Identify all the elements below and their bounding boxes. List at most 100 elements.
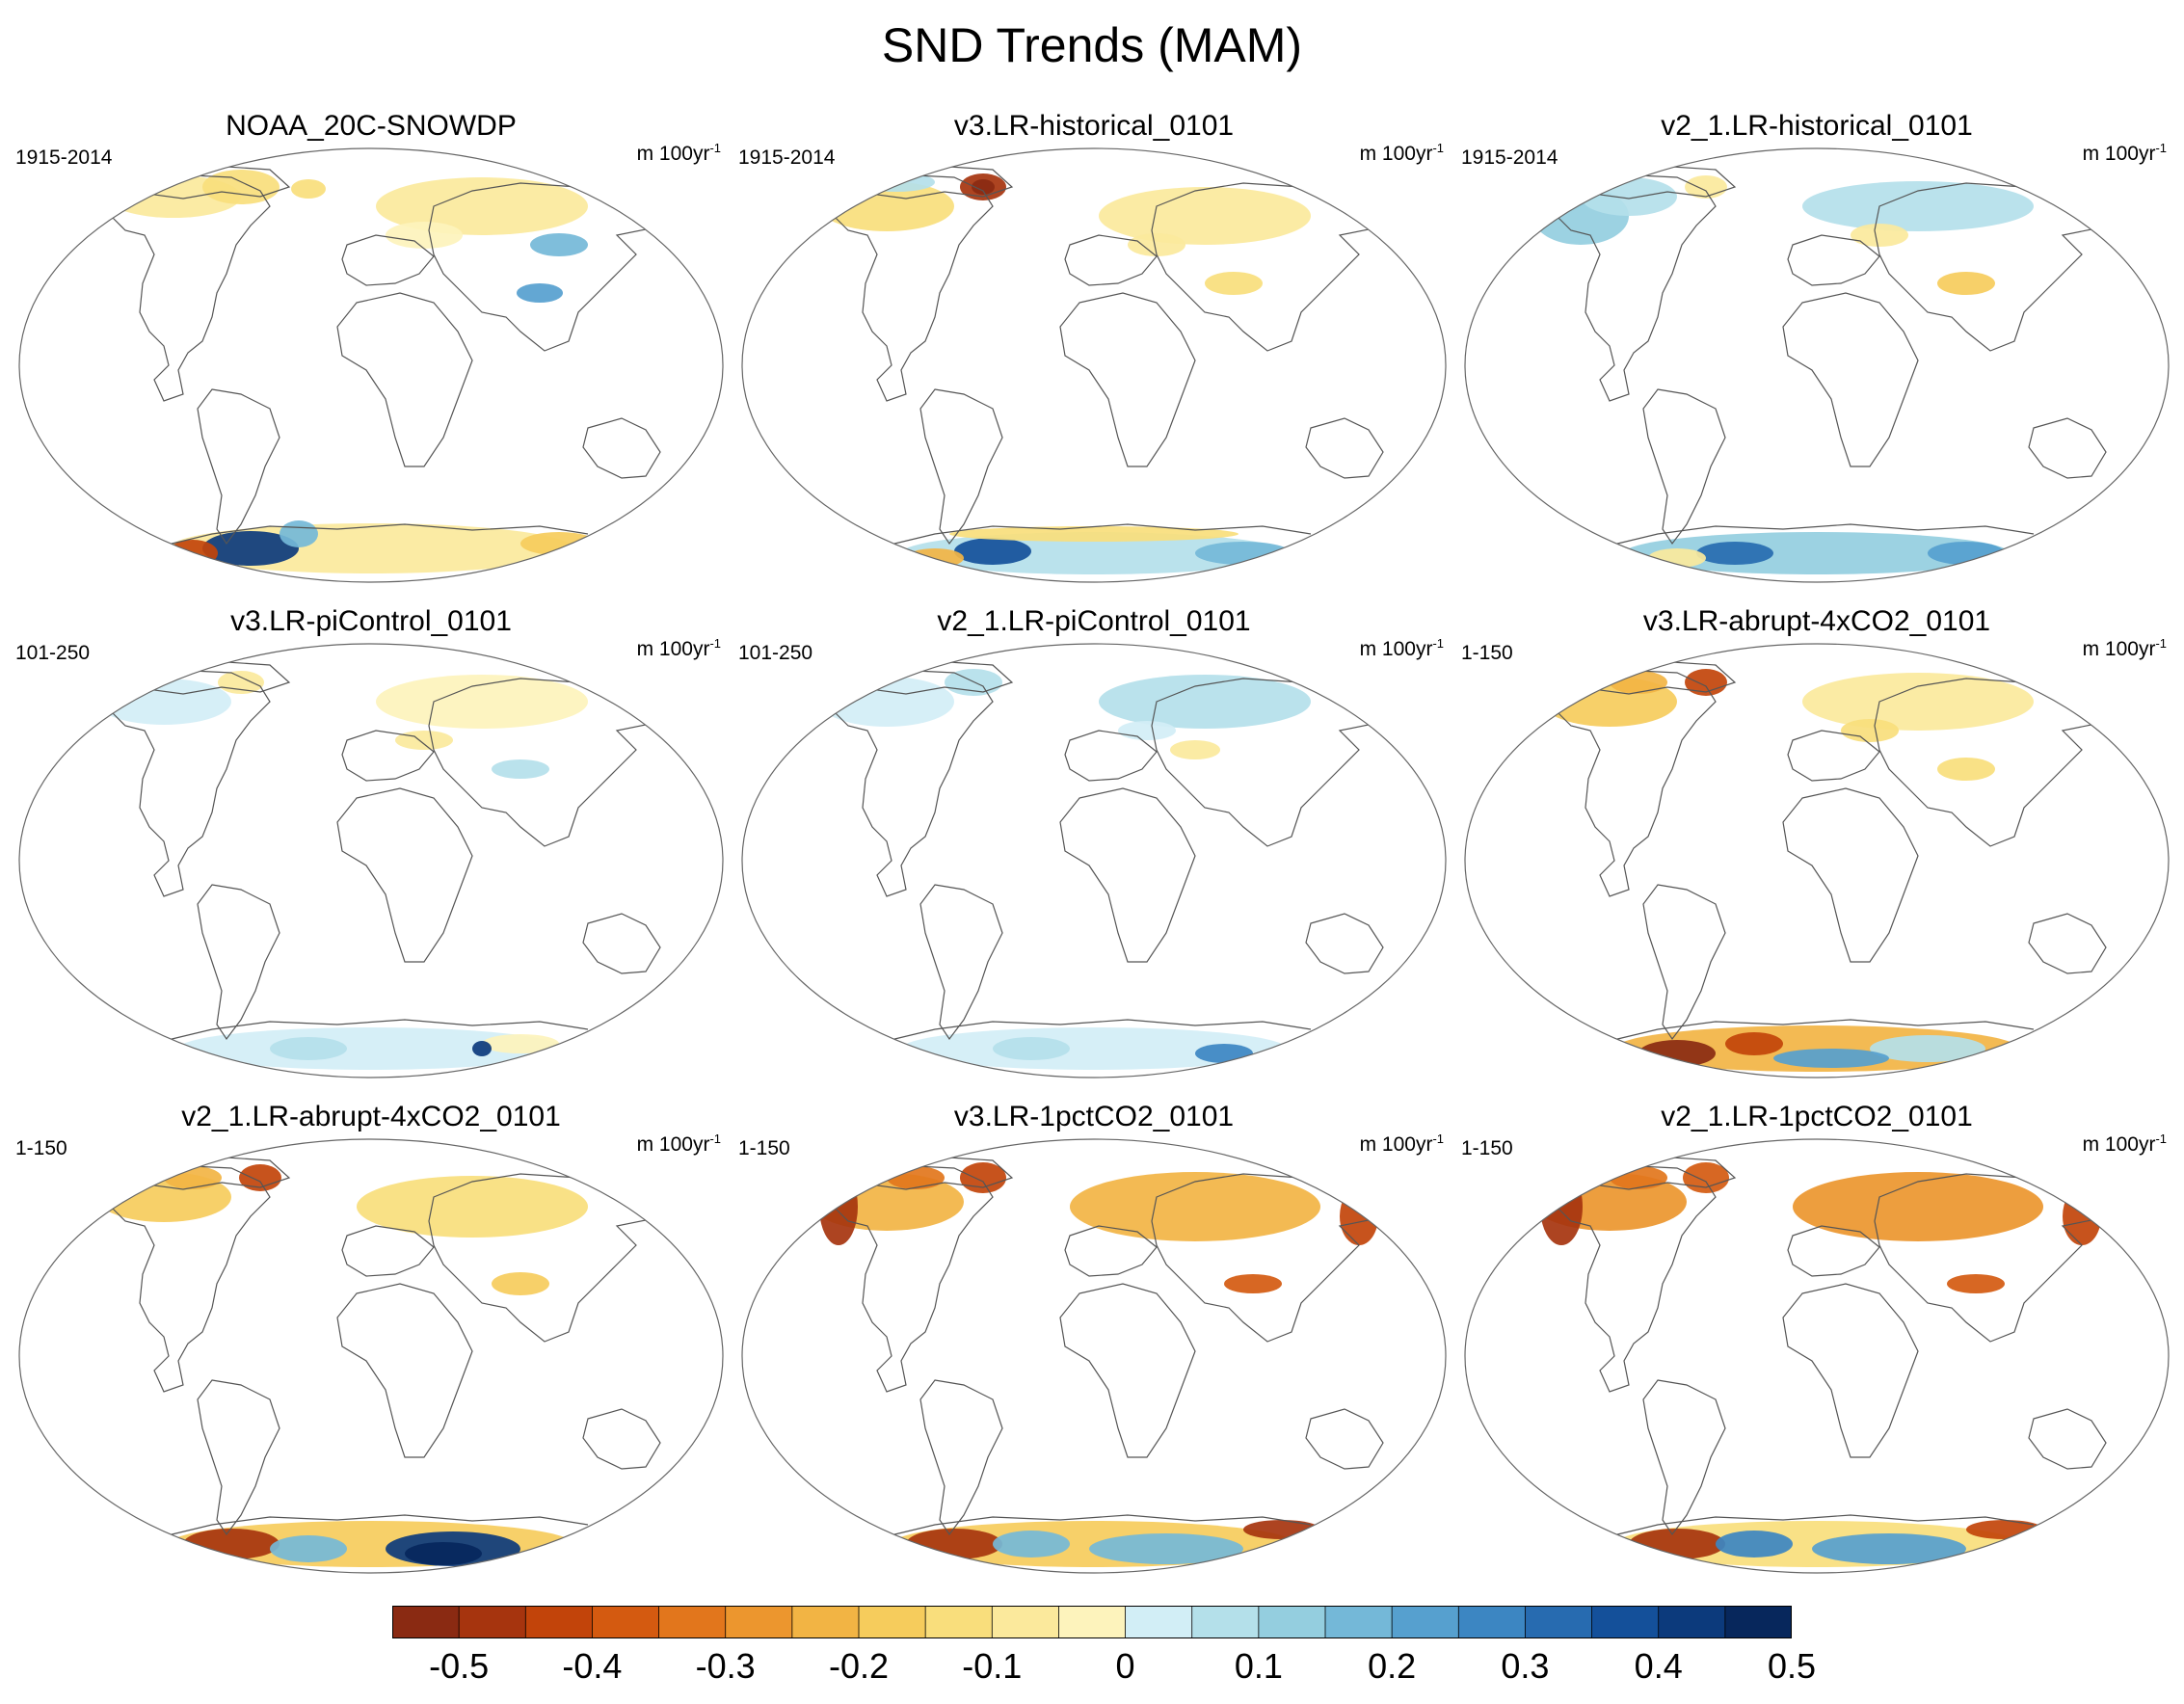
colorbar-segment xyxy=(1591,1606,1660,1638)
snow-trend-patch xyxy=(1802,181,2034,231)
panel-units: m 100yr-1 xyxy=(637,1132,721,1157)
snow-trend-patch xyxy=(972,179,995,195)
map-projection xyxy=(741,643,1447,1078)
colorbar-segment xyxy=(1325,1606,1393,1638)
panel-title: v2_1.LR-historical_0101 xyxy=(1661,110,1973,142)
colorbar-segment xyxy=(1258,1606,1326,1638)
map-panel: v2_1.LR-historical_0101 1915-2014 m 100yr-… xyxy=(1455,110,2178,601)
units-exponent: -1 xyxy=(1432,636,1444,651)
snow-trend-patch xyxy=(993,1531,1070,1558)
coastline xyxy=(144,660,291,695)
coastline xyxy=(1787,730,1880,782)
map-panel: v2_1.LR-abrupt-4xCO2_0101 1-150 m 100yr-1 xyxy=(10,1101,732,1592)
snow-trend-patch xyxy=(949,526,1238,542)
map-projection xyxy=(1464,147,2170,583)
coastline xyxy=(1305,1408,1384,1470)
map-border xyxy=(741,1138,1447,1574)
coastline xyxy=(1305,417,1384,479)
coastline xyxy=(1589,660,1737,695)
colorbar-label: -0.3 xyxy=(695,1646,756,1686)
coastline xyxy=(197,884,280,1041)
colorbar-label: -0.5 xyxy=(429,1646,490,1686)
panel-units: m 100yr-1 xyxy=(637,141,721,166)
colorbar-label: 0.3 xyxy=(1501,1646,1550,1686)
coastline xyxy=(1589,165,1737,200)
coastline xyxy=(1642,388,1726,546)
snow-trend-patch xyxy=(472,1041,492,1056)
snow-trend-patch xyxy=(1195,1044,1253,1063)
coastline xyxy=(1556,174,1717,402)
coastline xyxy=(1059,787,1196,963)
coastline xyxy=(833,1165,994,1393)
map-projection xyxy=(1464,1138,2170,1574)
snow-trend-patch xyxy=(1966,1520,2043,1539)
units-text: m 100yr xyxy=(2082,143,2156,165)
coastline xyxy=(919,884,1003,1041)
colorbar-segment xyxy=(392,1606,460,1638)
units-exponent: -1 xyxy=(2155,1132,2167,1146)
panel-units: m 100yr-1 xyxy=(2083,1132,2167,1157)
coastline xyxy=(1305,913,1384,974)
panel-units: m 100yr-1 xyxy=(1360,1132,1444,1157)
colorbar-segment xyxy=(525,1606,593,1638)
panel-units: m 100yr-1 xyxy=(2083,141,2167,166)
colorbar-segment xyxy=(1125,1606,1193,1638)
coastline xyxy=(1064,1225,1158,1277)
colorbar-segment xyxy=(859,1606,926,1638)
coastline xyxy=(144,165,291,200)
colorbar-label: -0.2 xyxy=(828,1646,890,1686)
colorbar-label: -0.4 xyxy=(562,1646,623,1686)
snow-trend-patch xyxy=(1696,542,1773,565)
coastline xyxy=(110,670,271,897)
snow-trend-patch xyxy=(270,1535,347,1562)
map-panel: v2_1.LR-1pctCO2_0101 1-150 m 100yr-1 xyxy=(1455,1101,2178,1592)
coastline xyxy=(1556,670,1717,897)
coastline xyxy=(919,1379,1003,1536)
coastline xyxy=(1642,1379,1726,1536)
map-projection xyxy=(18,643,724,1078)
snow-trend-patch xyxy=(1089,1533,1243,1564)
coastline xyxy=(2028,1408,2107,1470)
figure-title: SND Trends (MAM) xyxy=(881,18,1303,72)
snow-trend-patch xyxy=(239,1164,281,1191)
snow-trend-patch xyxy=(357,1176,588,1238)
coastline xyxy=(1064,730,1158,782)
map-border xyxy=(1464,1138,2170,1574)
coastline xyxy=(163,1019,589,1042)
snow-trend-patch xyxy=(1937,272,1995,295)
snow-trend-patch xyxy=(168,540,218,567)
colorbar-segment xyxy=(1458,1606,1526,1638)
snow-trend-patch xyxy=(405,1542,482,1565)
coastline xyxy=(110,1165,271,1393)
snow-trend-patch xyxy=(520,532,598,555)
colorbar-label: 0.4 xyxy=(1634,1646,1683,1686)
map-border xyxy=(18,147,724,583)
snow-trend-patch xyxy=(1870,1035,1985,1062)
snow-trend-patch xyxy=(1937,758,1995,781)
units-exponent: -1 xyxy=(1432,141,1444,155)
coastline xyxy=(2028,417,2107,479)
snow-trend-patch xyxy=(1841,719,1899,742)
snow-trend-patch xyxy=(530,233,588,256)
coastline xyxy=(163,523,589,546)
coastline xyxy=(1782,787,1919,963)
colorbar-segment xyxy=(1058,1606,1127,1638)
coastline xyxy=(1787,1225,1880,1277)
panel-period: 1-150 xyxy=(738,1137,790,1159)
panel-units: m 100yr-1 xyxy=(1360,636,1444,661)
snow-trend-patch xyxy=(1851,224,1908,247)
coastline xyxy=(1782,1283,1919,1458)
coastline xyxy=(1059,1283,1196,1458)
panel-period: 101-250 xyxy=(15,642,91,664)
map-border xyxy=(1464,147,2170,583)
coastline xyxy=(1609,1019,2035,1042)
units-exponent: -1 xyxy=(2155,141,2167,155)
snow-trend-patch xyxy=(1947,1274,2005,1293)
snow-trend-patch xyxy=(954,538,1031,565)
coastline xyxy=(197,388,280,546)
snow-trend-patch xyxy=(492,759,549,779)
snow-trend-patch xyxy=(1793,1172,2043,1241)
coastline xyxy=(582,1408,661,1470)
coastline xyxy=(1609,523,2035,546)
colorbar-segment xyxy=(592,1606,660,1638)
